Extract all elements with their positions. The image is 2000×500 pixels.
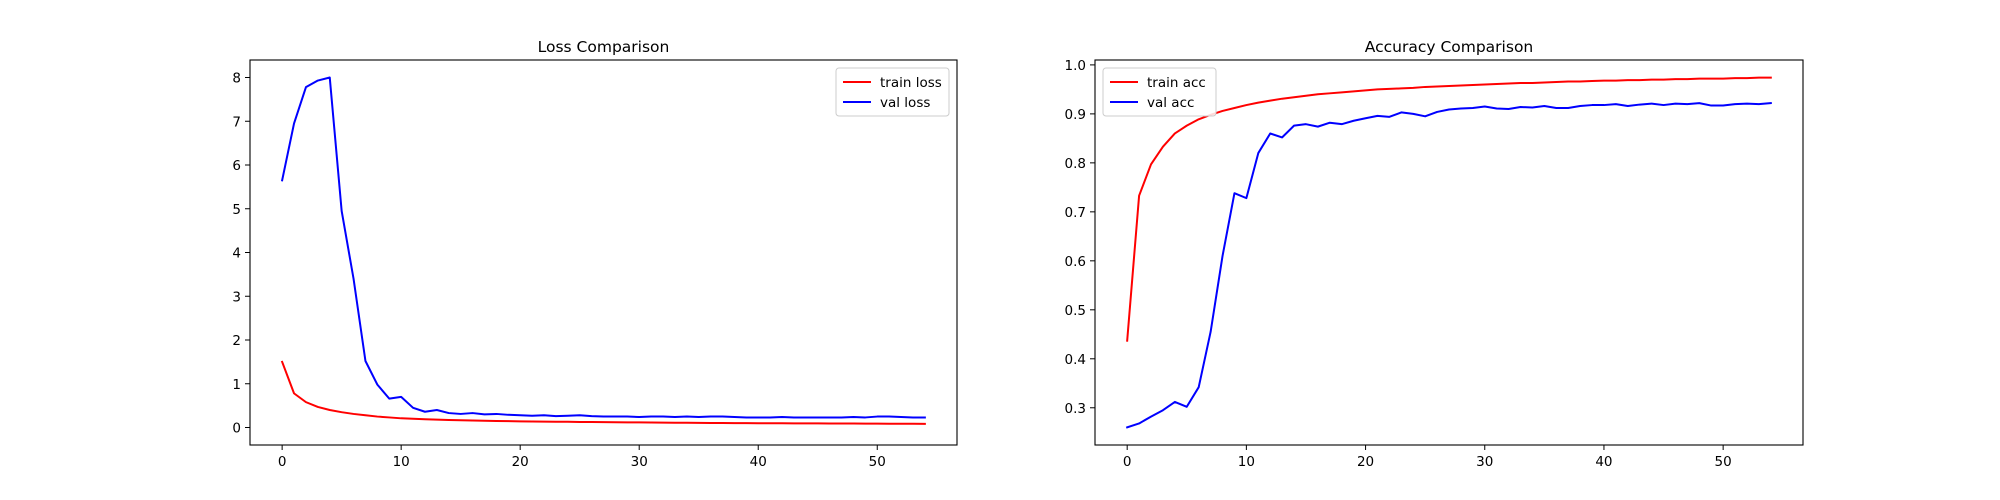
chart0-legend: train loss val loss (835, 67, 950, 117)
chart0-legend-label-1: val loss (880, 95, 930, 111)
chart1-y-tick-label: 0.9 (1065, 107, 1086, 123)
chart1-legend-label-0: train acc (1147, 75, 1206, 91)
chart1-legend-box (1102, 67, 1217, 117)
chart1-legend-label-1: val acc (1147, 95, 1194, 111)
chart0-series-0-line (280, 360, 926, 425)
chart0-y-tick-label: 7 (232, 114, 241, 130)
chart0-x-tick-label: 0 (278, 454, 287, 470)
chart1-y-tick-label: 0.6 (1065, 254, 1086, 270)
chart1-x-tick-label: 10 (1238, 454, 1255, 470)
chart0-x-tick-label: 20 (512, 454, 529, 470)
chart1-y-tick-label: 0.4 (1065, 352, 1086, 368)
chart0-y-tick-label: 5 (232, 202, 241, 218)
chart0-legend-box (835, 67, 950, 117)
chart1-series-0-line (1126, 76, 1772, 342)
chart0-legend-label-0: train loss (880, 75, 942, 91)
chart1-title: Accuracy Comparison (1365, 38, 1534, 56)
chart0-y-tick-label: 0 (232, 421, 241, 437)
chart1-series-1-line (1125, 102, 1772, 429)
chart0-series-1-line (280, 76, 926, 419)
chart1-x-tick-label: 30 (1476, 454, 1493, 470)
chart0-y-tick-label: 3 (232, 289, 241, 305)
chart1-axes-frame (1094, 59, 1804, 446)
chart1-y-tick-label: 1.0 (1065, 58, 1086, 74)
chart0-x-tick-label: 40 (750, 454, 767, 470)
chart0-y-tick-label: 1 (232, 377, 241, 393)
chart1-legend: train acc val acc (1102, 67, 1217, 117)
chart0-y-tick-label: 8 (232, 71, 241, 87)
chart1-y-tick-label: 0.5 (1065, 303, 1086, 319)
chart1-x-tick-label: 0 (1123, 454, 1132, 470)
chart1-group: 0 10 20 30 40 50 0.3 0.4 0.5 0.6 0.7 0.8 0.9 1.0 Accur… (1065, 38, 1804, 470)
chart1-y-tick-label: 0.3 (1065, 401, 1086, 417)
chart0-x-tick-label: 10 (393, 454, 410, 470)
chart0-x-tick-label: 50 (869, 454, 886, 470)
chart1-x-tick-label: 40 (1595, 454, 1612, 470)
chart1-x-tick-label: 50 (1715, 454, 1732, 470)
chart0-y-tick-label: 4 (232, 246, 241, 262)
chart0-x-tick-label: 30 (631, 454, 648, 470)
chart0-y-tick-label: 6 (232, 158, 241, 174)
chart0-y-tick-label: 2 (232, 333, 241, 349)
chart0-title: Loss Comparison (538, 38, 670, 56)
chart0-group: 0 10 20 30 40 50 0 1 2 3 4 5 6 7 8 Loss Comparison train… (232, 38, 958, 470)
chart1-y-tick-label: 0.8 (1065, 156, 1086, 172)
chart0-axes-frame (249, 59, 958, 446)
chart1-y-tick-label: 0.7 (1065, 205, 1086, 221)
chart1-x-tick-label: 20 (1357, 454, 1374, 470)
